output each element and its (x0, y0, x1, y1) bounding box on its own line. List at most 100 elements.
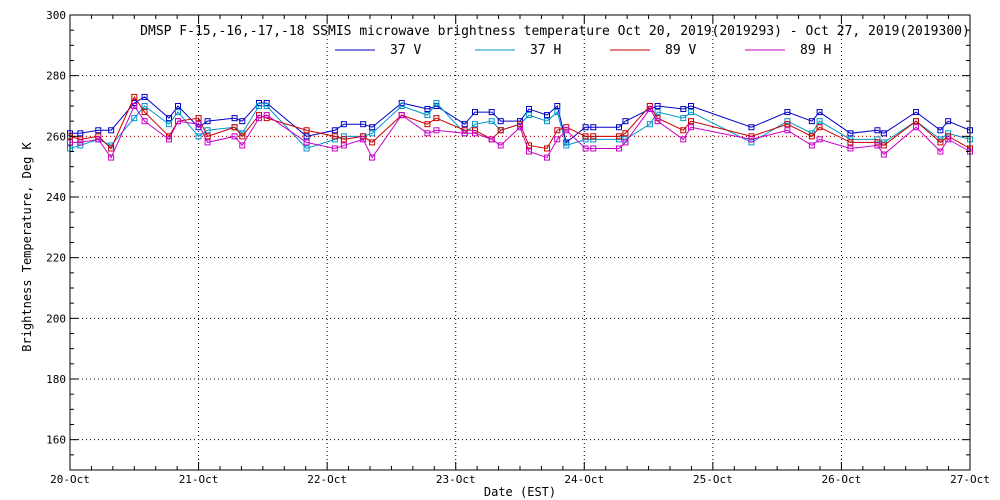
data-point (688, 103, 694, 109)
data-point (488, 109, 495, 116)
data-point (874, 142, 881, 149)
data-point (195, 115, 202, 122)
data-point (563, 127, 570, 134)
data-point (239, 142, 246, 149)
data-point (590, 136, 597, 143)
data-point (874, 136, 881, 143)
x-tick-label: 21-Oct (179, 473, 219, 486)
series-89-v (67, 93, 973, 152)
data-point (340, 133, 347, 140)
data-point (131, 115, 138, 122)
data-point (303, 133, 310, 140)
data-point (303, 139, 310, 146)
data-point (582, 145, 589, 152)
data-point (108, 145, 115, 152)
data-point (204, 118, 211, 125)
data-point (688, 118, 694, 125)
data-point (488, 118, 495, 125)
data-point (937, 139, 944, 146)
data-point (433, 99, 440, 106)
data-point (913, 109, 919, 116)
data-point (424, 106, 431, 113)
data-point (95, 133, 102, 140)
data-point (808, 142, 815, 149)
x-tick-label: 24-Oct (564, 473, 604, 486)
data-point (77, 130, 84, 137)
y-axis-title: Brightness Temperature, Deg K (20, 141, 34, 351)
data-point (95, 127, 102, 134)
legend-label: 89 H (800, 43, 831, 58)
data-point (360, 121, 367, 128)
data-point (563, 142, 570, 149)
data-point (816, 109, 823, 116)
data-point (616, 136, 622, 143)
data-point (937, 127, 944, 134)
data-point (331, 133, 338, 140)
data-point (461, 121, 468, 128)
x-tick-label: 26-Oct (822, 473, 862, 486)
legend-label: 37 V (390, 43, 421, 58)
data-point (784, 121, 791, 128)
data-point (680, 115, 687, 122)
legend-item: 37 H (475, 43, 561, 58)
data-point (424, 112, 431, 119)
series-line (70, 104, 971, 159)
data-point (688, 124, 694, 131)
data-point (616, 124, 622, 131)
data-point (77, 142, 84, 149)
data-point (847, 130, 854, 137)
data-point (175, 118, 181, 125)
data-point (340, 136, 347, 143)
x-tick-label: 25-Oct (693, 473, 733, 486)
legend-item: 89 H (745, 43, 831, 58)
data-point (497, 118, 504, 125)
data-point (913, 124, 919, 131)
y-tick-label: 300 (46, 9, 66, 22)
data-point (748, 124, 755, 131)
data-point (945, 118, 952, 125)
data-point (590, 133, 597, 140)
data-point (816, 118, 823, 125)
data-point (544, 145, 550, 152)
data-point (544, 118, 550, 125)
data-point (424, 121, 431, 128)
x-tick-label: 23-Oct (436, 473, 476, 486)
data-point (945, 136, 952, 143)
data-point (131, 103, 138, 109)
series-37-v (67, 93, 973, 146)
data-point (497, 142, 504, 149)
data-point (256, 99, 262, 106)
data-point (204, 139, 211, 146)
x-tick-label: 27-Oct (950, 473, 990, 486)
legend-label: 89 V (665, 43, 696, 58)
data-point (263, 103, 270, 109)
data-point (141, 118, 148, 125)
data-point (544, 112, 550, 119)
y-tick-label: 240 (46, 191, 66, 204)
data-point (166, 136, 172, 143)
data-point (554, 109, 561, 116)
data-point (688, 109, 694, 116)
y-tick-label: 160 (46, 434, 66, 447)
data-point (847, 145, 854, 152)
data-point (622, 130, 629, 137)
y-tick-label: 280 (46, 70, 66, 83)
legend: 37 V 37 H 89 V 89 H (335, 43, 831, 58)
x-axis-tick-labels: 20-Oct 21-Oct 22-Oct 23-Oct 24-Oct 25-Oct 26-O… (50, 473, 990, 486)
data-point (303, 145, 310, 152)
data-point (517, 124, 523, 131)
data-point (433, 115, 440, 122)
data-point (166, 115, 172, 122)
data-point (77, 139, 84, 146)
data-point (582, 133, 589, 140)
data-point (77, 136, 84, 143)
data-point (622, 139, 629, 146)
data-point (680, 106, 687, 113)
data-point (239, 118, 246, 125)
data-point (554, 127, 561, 134)
data-point (131, 93, 138, 100)
data-point (461, 127, 468, 134)
data-point (398, 99, 405, 106)
y-tick-label: 180 (46, 373, 66, 386)
data-point (263, 99, 270, 106)
